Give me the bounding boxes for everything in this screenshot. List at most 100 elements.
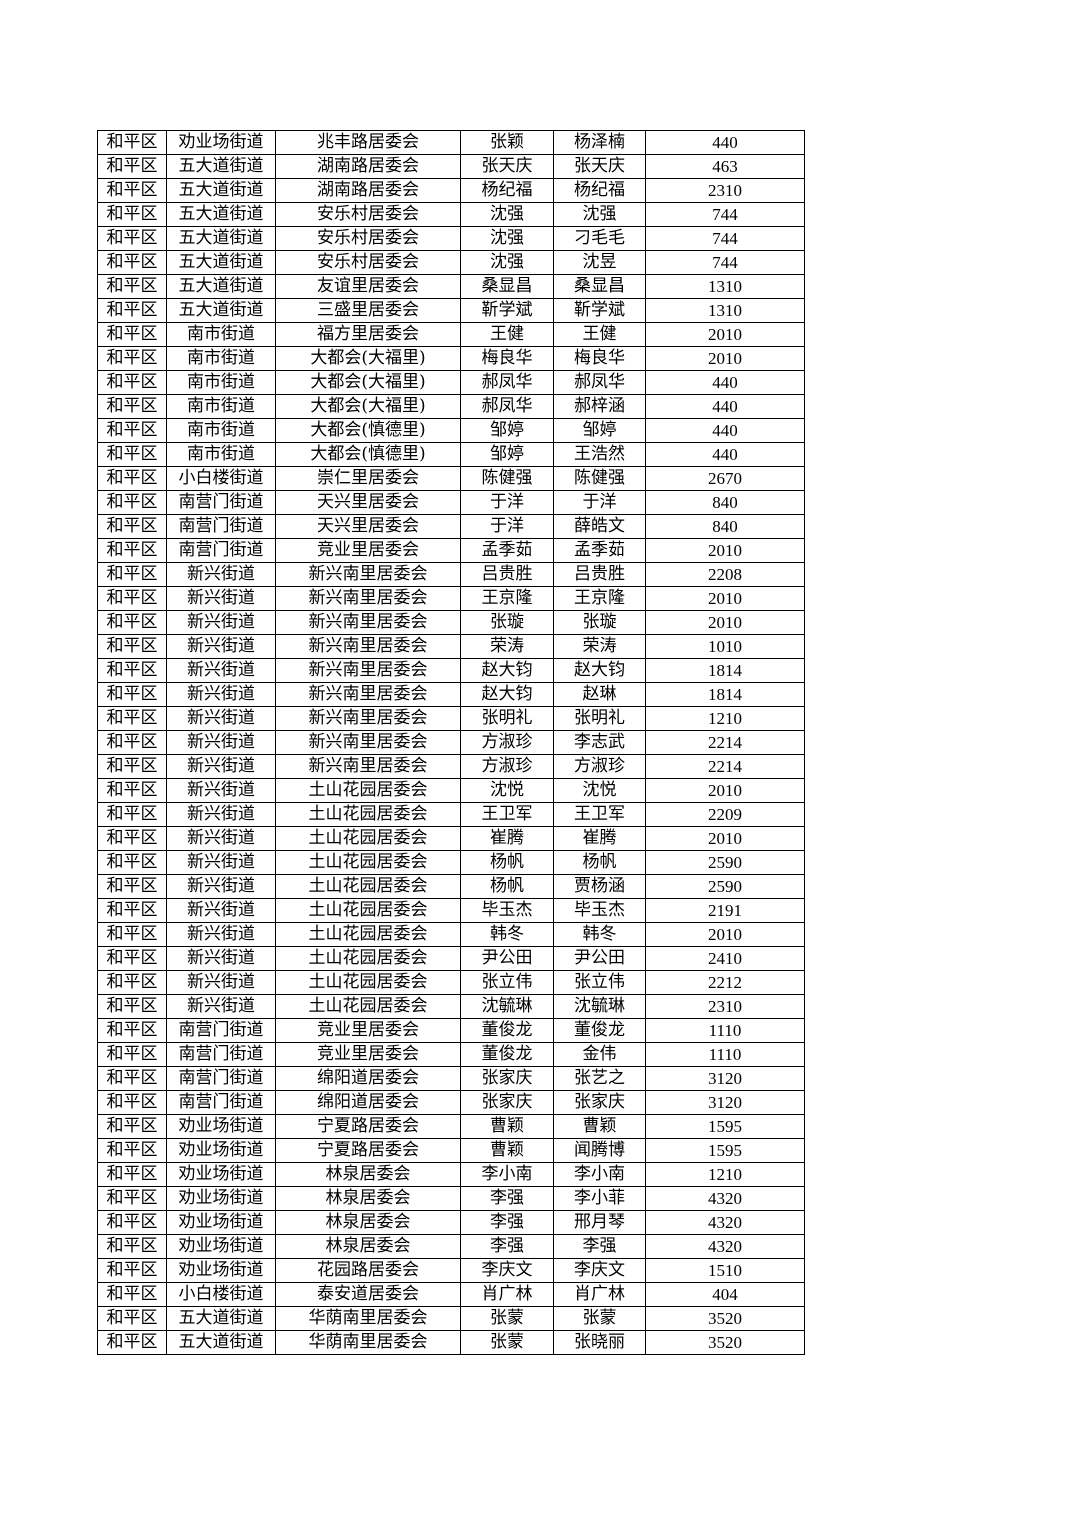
table-row: 和平区 南市街道 大都会(大福里) 梅良华 梅良华 2010 <box>97 346 805 371</box>
amount-cell: 2010 <box>645 826 805 851</box>
member-cell: 沈强 <box>553 202 646 227</box>
committee-cell: 大都会(大福里) <box>275 370 461 395</box>
district-cell: 和平区 <box>97 226 167 251</box>
street-cell: 劝业场街道 <box>166 1258 276 1283</box>
committee-cell: 土山花园居委会 <box>275 946 461 971</box>
district-cell: 和平区 <box>97 1018 167 1043</box>
member-cell: 靳学斌 <box>553 298 646 323</box>
amount-cell: 2010 <box>645 538 805 563</box>
committee-cell: 新兴南里居委会 <box>275 562 461 587</box>
street-cell: 劝业场街道 <box>166 1138 276 1163</box>
member-cell: 邢月琴 <box>553 1210 646 1235</box>
table-row: 和平区 五大道街道 湖南路居委会 张天庆 张天庆 463 <box>97 154 805 179</box>
member-cell: 邹婷 <box>553 418 646 443</box>
applicant-cell: 于洋 <box>460 490 554 515</box>
amount-cell: 1010 <box>645 634 805 659</box>
table-row: 和平区 南市街道 大都会(慎德里) 邹婷 王浩然 440 <box>97 442 805 467</box>
district-cell: 和平区 <box>97 1234 167 1259</box>
committee-cell: 林泉居委会 <box>275 1162 461 1187</box>
applicant-cell: 邹婷 <box>460 418 554 443</box>
table-row: 和平区 劝业场街道 林泉居委会 李强 李强 4320 <box>97 1234 805 1259</box>
committee-cell: 新兴南里居委会 <box>275 706 461 731</box>
committee-cell: 天兴里居委会 <box>275 514 461 539</box>
district-cell: 和平区 <box>97 1210 167 1235</box>
district-cell: 和平区 <box>97 922 167 947</box>
table-row: 和平区 五大道街道 三盛里居委会 靳学斌 靳学斌 1310 <box>97 298 805 323</box>
applicant-cell: 沈悦 <box>460 778 554 803</box>
district-cell: 和平区 <box>97 202 167 227</box>
table-row: 和平区 南营门街道 竞业里居委会 孟季茹 孟季茹 2010 <box>97 538 805 563</box>
applicant-cell: 沈强 <box>460 226 554 251</box>
street-cell: 五大道街道 <box>166 1330 276 1355</box>
table-row: 和平区 南营门街道 绵阳道居委会 张家庆 张艺之 3120 <box>97 1066 805 1091</box>
committee-cell: 崇仁里居委会 <box>275 466 461 491</box>
amount-cell: 2191 <box>645 898 805 923</box>
member-cell: 张艺之 <box>553 1066 646 1091</box>
applicant-cell: 杨纪福 <box>460 178 554 203</box>
district-cell: 和平区 <box>97 394 167 419</box>
table-row: 和平区 劝业场街道 兆丰路居委会 张颖 杨泽楠 440 <box>97 130 805 155</box>
district-cell: 和平区 <box>97 1090 167 1115</box>
street-cell: 新兴街道 <box>166 994 276 1019</box>
applicant-cell: 李强 <box>460 1234 554 1259</box>
applicant-cell: 孟季茹 <box>460 538 554 563</box>
applicant-cell: 张蒙 <box>460 1306 554 1331</box>
district-cell: 和平区 <box>97 250 167 275</box>
street-cell: 五大道街道 <box>166 202 276 227</box>
table-row: 和平区 新兴街道 土山花园居委会 沈毓琳 沈毓琳 2310 <box>97 994 805 1019</box>
amount-cell: 2010 <box>645 586 805 611</box>
table-row: 和平区 五大道街道 友谊里居委会 桑显昌 桑显昌 1310 <box>97 274 805 299</box>
amount-cell: 1595 <box>645 1138 805 1163</box>
amount-cell: 4320 <box>645 1186 805 1211</box>
table-row: 和平区 新兴街道 新兴南里居委会 荣涛 荣涛 1010 <box>97 634 805 659</box>
committee-cell: 土山花园居委会 <box>275 802 461 827</box>
table-row: 和平区 新兴街道 土山花园居委会 沈悦 沈悦 2010 <box>97 778 805 803</box>
amount-cell: 1310 <box>645 298 805 323</box>
table-row: 和平区 南市街道 大都会(慎德里) 邹婷 邹婷 440 <box>97 418 805 443</box>
applicant-cell: 杨帆 <box>460 874 554 899</box>
table-row: 和平区 劝业场街道 宁夏路居委会 曹颖 曹颖 1595 <box>97 1114 805 1139</box>
applicant-cell: 董俊龙 <box>460 1018 554 1043</box>
committee-cell: 土山花园居委会 <box>275 898 461 923</box>
street-cell: 新兴街道 <box>166 634 276 659</box>
member-cell: 孟季茹 <box>553 538 646 563</box>
street-cell: 五大道街道 <box>166 178 276 203</box>
applicant-cell: 张家庆 <box>460 1066 554 1091</box>
applicant-cell: 邹婷 <box>460 442 554 467</box>
amount-cell: 2590 <box>645 850 805 875</box>
street-cell: 五大道街道 <box>166 1306 276 1331</box>
member-cell: 肖广林 <box>553 1282 646 1307</box>
amount-cell: 4320 <box>645 1234 805 1259</box>
applicant-cell: 陈健强 <box>460 466 554 491</box>
street-cell: 劝业场街道 <box>166 1210 276 1235</box>
amount-cell: 2214 <box>645 754 805 779</box>
district-cell: 和平区 <box>97 586 167 611</box>
member-cell: 沈毓琳 <box>553 994 646 1019</box>
amount-cell: 440 <box>645 130 805 155</box>
amount-cell: 1310 <box>645 274 805 299</box>
street-cell: 南市街道 <box>166 346 276 371</box>
committee-cell: 华荫南里居委会 <box>275 1306 461 1331</box>
district-cell: 和平区 <box>97 610 167 635</box>
table-row: 和平区 南市街道 福方里居委会 王健 王健 2010 <box>97 322 805 347</box>
member-cell: 杨泽楠 <box>553 130 646 155</box>
applicant-cell: 曹颖 <box>460 1138 554 1163</box>
committee-cell: 花园路居委会 <box>275 1258 461 1283</box>
table-row: 和平区 南营门街道 天兴里居委会 于洋 薛皓文 840 <box>97 514 805 539</box>
member-cell: 赵琳 <box>553 682 646 707</box>
committee-cell: 新兴南里居委会 <box>275 634 461 659</box>
district-cell: 和平区 <box>97 898 167 923</box>
street-cell: 新兴街道 <box>166 730 276 755</box>
district-cell: 和平区 <box>97 1330 167 1355</box>
member-cell: 陈健强 <box>553 466 646 491</box>
applicant-cell: 靳学斌 <box>460 298 554 323</box>
district-cell: 和平区 <box>97 1114 167 1139</box>
street-cell: 南营门街道 <box>166 538 276 563</box>
applicant-cell: 董俊龙 <box>460 1042 554 1067</box>
table-row: 和平区 劝业场街道 林泉居委会 李强 李小菲 4320 <box>97 1186 805 1211</box>
district-cell: 和平区 <box>97 130 167 155</box>
applicant-cell: 李小南 <box>460 1162 554 1187</box>
district-cell: 和平区 <box>97 754 167 779</box>
applicant-cell: 梅良华 <box>460 346 554 371</box>
applicant-cell: 李强 <box>460 1186 554 1211</box>
